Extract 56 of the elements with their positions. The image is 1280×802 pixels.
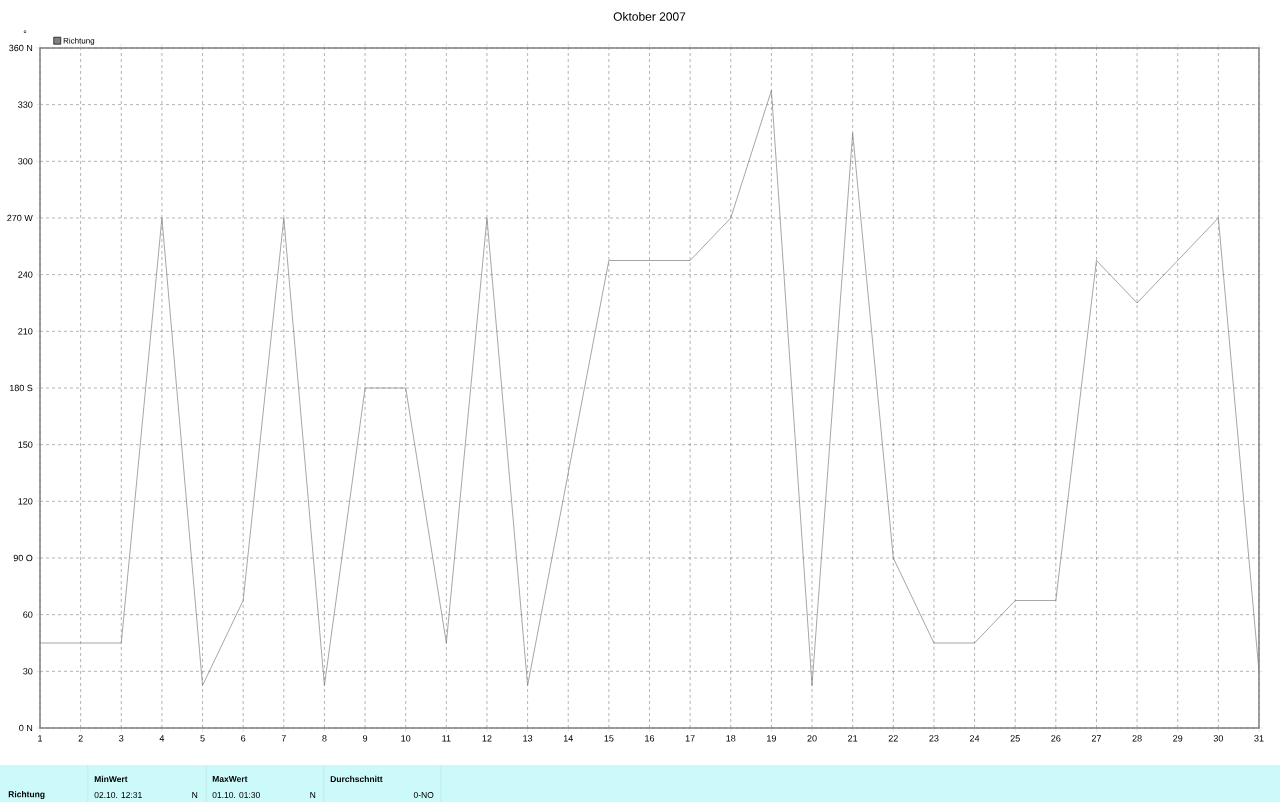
x-tick-label: 8 [322, 735, 327, 742]
x-tick-label: 22 [888, 735, 898, 742]
x-tick-label: 2 [78, 735, 83, 742]
text: Richtung [8, 790, 45, 799]
x-tick-label: 24 [970, 735, 980, 742]
x-tick-label: 16 [645, 735, 655, 742]
x-tick-label: 5 [200, 735, 205, 742]
x-tick-label: 7 [281, 735, 286, 742]
x-tick-label: 12 [482, 735, 492, 742]
chart-title: Oktober 2007 [613, 11, 686, 21]
text: N [310, 791, 316, 798]
x-tick-label: 4 [159, 735, 165, 742]
x-tick-label: 26 [1051, 735, 1061, 742]
x-tick-label: 19 [767, 735, 776, 742]
x-tick-label: 18 [726, 735, 736, 742]
x-tick-label: 30 [1213, 735, 1224, 742]
text: 01.10. 01:30 [212, 791, 260, 798]
text: 02.10. 12:31 [94, 791, 142, 798]
x-tick-label: 10 [401, 735, 411, 742]
text: 0-NO [413, 791, 434, 798]
text: MinWert [94, 775, 128, 783]
y-tick-label: 330 [18, 101, 33, 108]
y-tick-label: 180 S [9, 384, 33, 392]
y-tick-label: 150 [18, 441, 33, 448]
text: Durchschnitt [330, 775, 383, 783]
y-tick-label: 210 [18, 328, 33, 335]
y-tick-label: 60 [23, 611, 33, 618]
y-tick-label: 30 [23, 668, 33, 675]
x-tick-label: 27 [1091, 735, 1101, 742]
x-tick-label: 17 [685, 735, 695, 742]
x-tick-label: 20 [807, 735, 817, 742]
x-tick-label: 14 [563, 735, 573, 742]
x-tick-label: 6 [241, 735, 246, 742]
y-tick-label: 90 O [13, 554, 33, 562]
y-tick-label: 300 [18, 158, 33, 165]
x-tick-label: 31 [1254, 735, 1264, 742]
y-tick-label: 120 [18, 498, 33, 505]
y-axis-title: ° [23, 30, 27, 33]
x-tick-label: 15 [604, 735, 614, 742]
x-tick-label: 28 [1132, 735, 1142, 742]
x-tick-label: 29 [1173, 735, 1183, 742]
y-tick-label: 240 [18, 271, 33, 278]
text: MaxWert [212, 775, 248, 782]
text: N [192, 791, 198, 798]
y-tick-label: 360 N [9, 44, 33, 52]
y-tick-label: 0 N [19, 724, 33, 732]
x-tick-label: 13 [523, 735, 533, 742]
legend-label: Richtung [63, 37, 95, 46]
x-tick-label: 23 [929, 735, 939, 742]
x-tick-label: 9 [362, 735, 368, 742]
x-tick-label: 21 [848, 735, 858, 742]
x-tick-label: 11 [442, 735, 451, 742]
y-tick-label: 270 W [7, 214, 33, 222]
x-tick-label: 25 [1010, 735, 1020, 742]
x-tick-label: 1 [38, 735, 43, 742]
x-tick-label: 3 [119, 735, 124, 742]
